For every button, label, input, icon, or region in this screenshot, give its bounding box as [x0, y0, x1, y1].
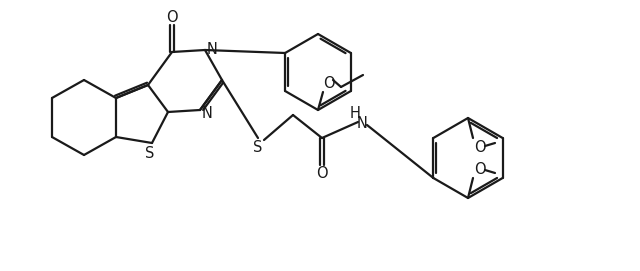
Text: S: S [253, 140, 262, 154]
Text: O: O [323, 76, 335, 91]
Text: N: N [202, 107, 212, 121]
Text: O: O [166, 9, 178, 24]
Text: N: N [356, 117, 367, 131]
Text: S: S [145, 146, 155, 160]
Text: O: O [316, 166, 328, 182]
Text: N: N [207, 41, 218, 56]
Text: O: O [474, 140, 486, 154]
Text: O: O [474, 163, 486, 178]
Text: H: H [349, 105, 360, 121]
